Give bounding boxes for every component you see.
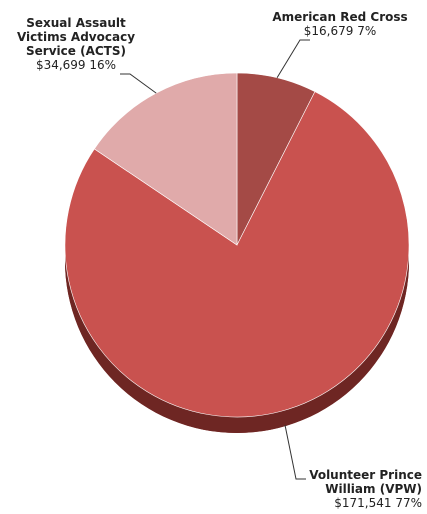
label-american-red-cross-value: $16,679 7% [303,24,377,38]
label-acts-value: $34,699 16% [35,58,117,72]
label-vpw-name-2: William (VPW) [325,482,422,496]
label-vpw-name-1: Volunteer Prince [309,468,422,482]
label-acts: Sexual Assault Victims Advocacy Service … [6,16,146,72]
label-vpw-value: $171,541 77% [334,496,422,510]
label-vpw: Volunteer Prince William (VPW) $171,541 … [270,468,422,510]
label-acts-name-2: Victims Advocacy [16,30,136,44]
pie-slice-1 [64,91,410,418]
leader-line-0 [276,39,310,78]
label-american-red-cross: American Red Cross $16,679 7% [270,10,410,38]
pie-slices [64,72,410,418]
label-acts-name-1: Sexual Assault [26,16,126,30]
leader-line-2 [284,424,306,480]
label-american-red-cross-name: American Red Cross [272,10,408,24]
label-acts-name-3: Service (ACTS) [26,44,126,58]
leader-lines [120,39,310,480]
leader-line-1 [120,73,157,94]
